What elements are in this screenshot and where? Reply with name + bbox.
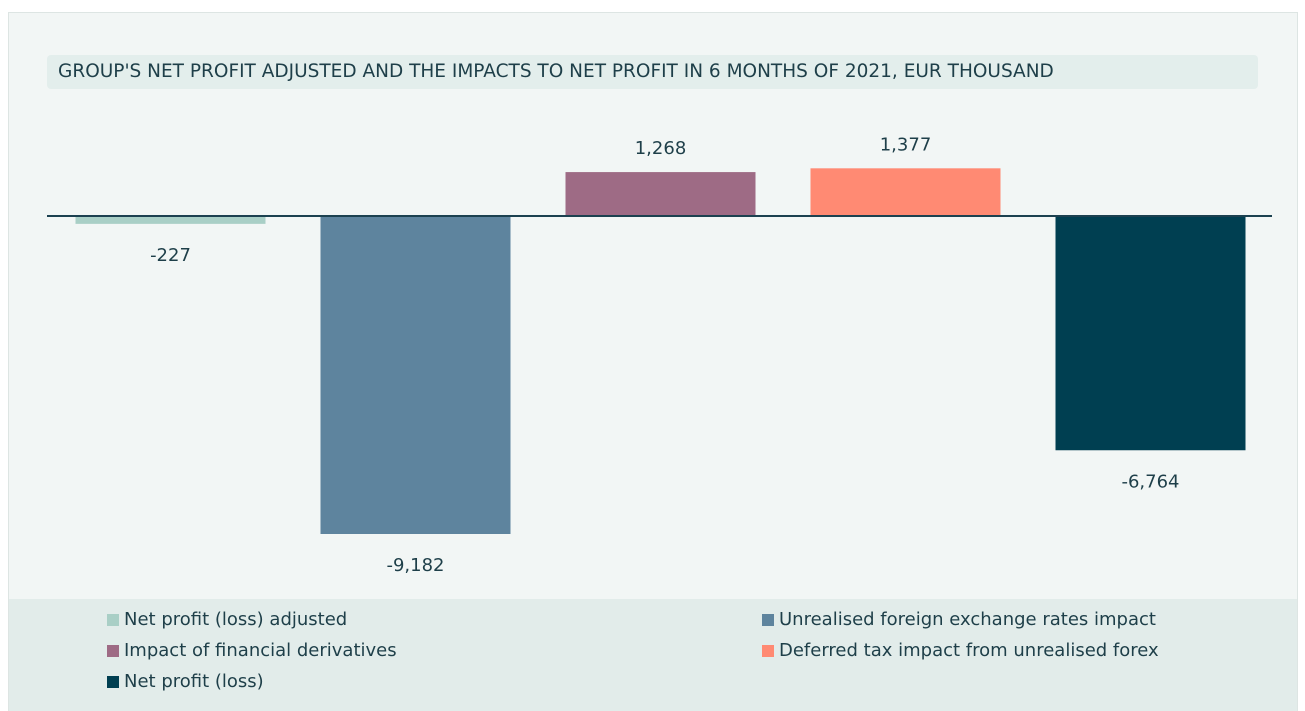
chart-title: GROUP'S NET PROFIT ADJUSTED AND THE IMPA…	[58, 61, 1054, 82]
bar	[320, 216, 511, 534]
bar	[75, 216, 266, 224]
value-label: 1,377	[880, 134, 932, 155]
title-box	[47, 55, 1258, 89]
legend-label: Deferred tax impact from unrealised fore…	[779, 640, 1159, 661]
legend-label: Unrealised foreign exchange rates impact	[779, 609, 1156, 630]
value-label: -9,182	[386, 555, 444, 576]
bar	[565, 172, 756, 216]
legend-label: Net profit (loss) adjusted	[124, 609, 347, 630]
legend-swatch	[107, 645, 119, 657]
bar	[810, 168, 1001, 216]
value-label: 1,268	[635, 138, 687, 159]
legend-swatch	[762, 614, 774, 626]
legend-swatch	[107, 614, 119, 626]
legend-label: Net profit (loss)	[124, 671, 264, 692]
legend-box	[9, 599, 1297, 711]
value-label: -6,764	[1121, 471, 1179, 492]
legend-label: Impact of financial derivatives	[124, 640, 397, 661]
legend-swatch	[762, 645, 774, 657]
legend-swatch	[107, 676, 119, 688]
value-label: -227	[150, 245, 191, 266]
bar	[1055, 216, 1246, 451]
